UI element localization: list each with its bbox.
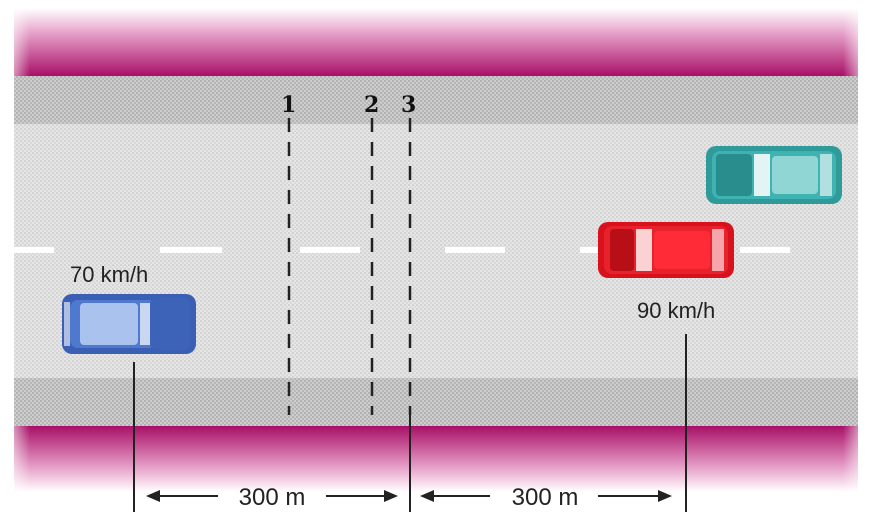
top-verge bbox=[14, 8, 858, 76]
blue-car bbox=[62, 294, 196, 354]
red-car bbox=[598, 222, 734, 278]
distance-arrow-left bbox=[146, 490, 398, 502]
distance-label-left: 300 m bbox=[239, 484, 306, 511]
distance-arrow-right bbox=[420, 490, 672, 502]
marker-lines bbox=[287, 118, 412, 415]
bottom-verge bbox=[14, 426, 858, 492]
blue-car-speed-label: 70 km/h bbox=[70, 262, 148, 287]
teal-car bbox=[706, 146, 842, 204]
marker-label-3: 3 bbox=[401, 92, 416, 118]
bottom-shoulder bbox=[14, 378, 858, 426]
lane-center-line bbox=[14, 247, 790, 253]
top-shoulder bbox=[14, 76, 858, 124]
marker-label-1: 1 bbox=[281, 92, 296, 118]
red-car-speed-label: 90 km/h bbox=[637, 298, 715, 323]
distance-label-right: 300 m bbox=[512, 484, 579, 511]
marker-label-2: 2 bbox=[364, 92, 379, 118]
